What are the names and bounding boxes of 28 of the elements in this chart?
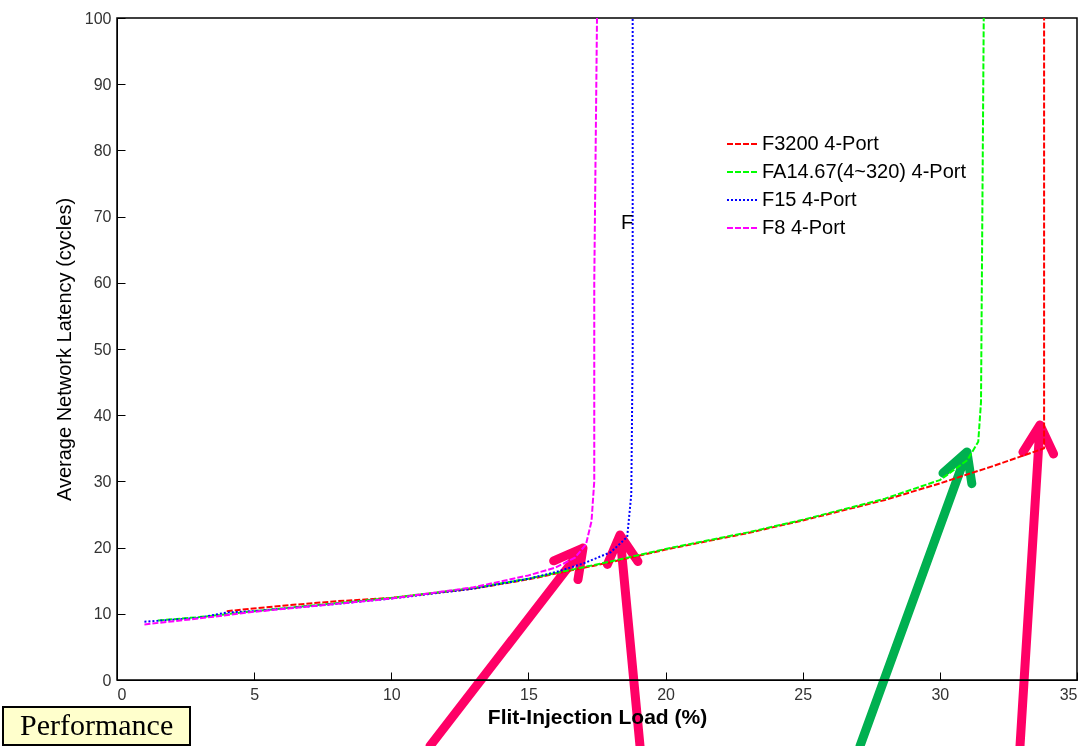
y-tick-label: 10 bbox=[93, 605, 112, 623]
y-tick-label: 80 bbox=[93, 141, 112, 159]
y-tick-label: 70 bbox=[93, 208, 112, 226]
x-tick-label: 15 bbox=[520, 685, 538, 703]
y-axis-title: Average Network Latency (cycles) bbox=[52, 197, 75, 502]
y-tick-label: 100 bbox=[84, 9, 112, 27]
y-tick-label: 90 bbox=[93, 75, 112, 93]
y-tick-label: 50 bbox=[93, 340, 112, 358]
line-series bbox=[225, 18, 1046, 613]
legend-label: FA14.67(4~320) 4-Port bbox=[762, 160, 967, 182]
x-tick-label: 5 bbox=[250, 685, 260, 703]
x-tick-label: 0 bbox=[117, 685, 127, 703]
y-tick-label: 30 bbox=[93, 472, 112, 490]
annotation: F bbox=[621, 211, 634, 234]
y-tick-label: 0 bbox=[102, 671, 112, 689]
x-tick-label: 10 bbox=[382, 685, 401, 703]
legend-label: F3200 4-Port bbox=[762, 132, 880, 154]
y-tick-label: 20 bbox=[93, 539, 112, 557]
line-series bbox=[157, 18, 985, 622]
y-tick-label: 40 bbox=[93, 406, 112, 424]
x-tick-label: 25 bbox=[794, 685, 813, 703]
text: Performance bbox=[2, 706, 192, 746]
legend-label: F15 4-Port bbox=[762, 188, 857, 210]
y-tick-label: 60 bbox=[93, 274, 112, 292]
x-tick-label: 20 bbox=[657, 685, 676, 703]
x-tick-label: 30 bbox=[931, 685, 950, 703]
legend-label: F8 4-Port bbox=[762, 216, 846, 238]
x-tick-label: 35 bbox=[1059, 685, 1078, 703]
